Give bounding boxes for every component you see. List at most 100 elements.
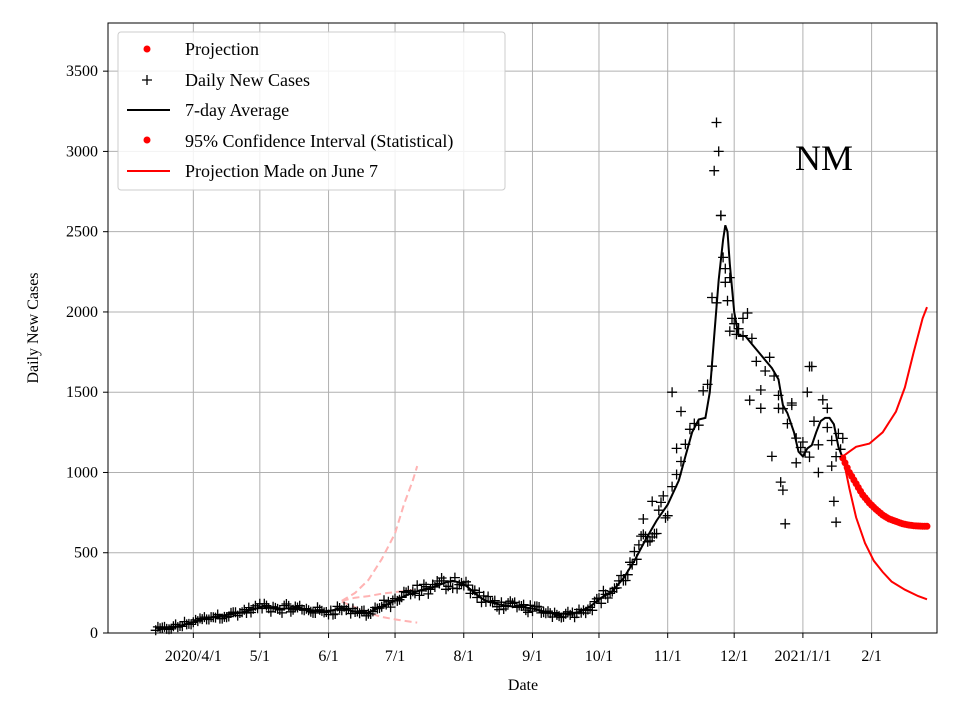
daily-case-marker [374, 603, 385, 614]
daily-case-marker [512, 602, 522, 613]
daily-case-marker [485, 596, 496, 607]
daily-case-marker [729, 318, 740, 329]
daily-case-marker [565, 609, 576, 620]
daily-case-marker [414, 590, 425, 601]
daily-case-marker [722, 295, 733, 306]
daily-case-marker [361, 610, 372, 621]
daily-case-marker [616, 570, 627, 581]
daily-case-marker [605, 588, 616, 599]
legend-box [117, 31, 506, 191]
y-tick-label: 0 [90, 625, 98, 642]
daily-case-marker [172, 622, 183, 633]
x-tick-label: 8/1 [454, 648, 474, 665]
y-tick-label: 1000 [66, 464, 98, 481]
daily-case-marker [791, 457, 802, 468]
daily-case-marker [243, 602, 254, 613]
legend-entry-confidence-interval: 95% Confidence Interval (Statistical) [143, 131, 453, 152]
daily-case-marker [658, 490, 669, 501]
daily-case-marker [638, 514, 649, 524]
daily-case-marker [671, 469, 682, 480]
plot-frame [107, 22, 938, 634]
x-tick-label: 9/1 [522, 648, 542, 665]
daily-case-marker [316, 605, 327, 616]
daily-case-marker [385, 602, 396, 613]
daily-case-marker [469, 585, 480, 596]
daily-case-marker [456, 577, 467, 588]
daily-case-marker [416, 585, 427, 596]
daily-case-marker [281, 599, 292, 609]
y-tick-label: 2500 [66, 224, 98, 241]
daily-case-marker [727, 313, 737, 324]
daily-case-marker [452, 583, 463, 594]
state-annotation: NM [795, 138, 853, 178]
legend: Projection Daily New Cases 7-day Average… [117, 31, 506, 191]
daily-case-marker [394, 594, 405, 605]
legend-entry-daily-new-cases: Daily New Cases [142, 70, 310, 90]
daily-case-marker [724, 326, 735, 337]
daily-case-marker [718, 252, 729, 263]
daily-case-marker [487, 597, 498, 608]
daily-case-marker [602, 593, 613, 603]
daily-case-marker [285, 606, 296, 617]
daily-case-marker [764, 352, 775, 363]
daily-case-marker [277, 607, 287, 618]
daily-case-marker [483, 591, 494, 602]
daily-case-marker [523, 607, 533, 618]
daily-case-marker [777, 403, 788, 414]
legend-label-daily-new-cases: Daily New Cases [185, 70, 310, 90]
daily-case-marker [667, 387, 678, 398]
y-tick-label: 3000 [66, 143, 98, 160]
daily-case-marker [272, 603, 283, 614]
daily-case-marker [698, 385, 709, 396]
daily-case-marker [742, 308, 753, 318]
daily-case-marker [715, 210, 726, 221]
x-tick-label: 11/1 [654, 648, 682, 665]
daily-case-marker [702, 379, 713, 390]
daily-case-marker [667, 481, 678, 492]
daily-case-marker [159, 621, 170, 632]
y-tick-label: 1500 [66, 384, 98, 401]
daily-case-marker [627, 559, 638, 570]
daily-case-marker [516, 601, 527, 611]
x-tick-label: 12/1 [720, 648, 748, 665]
daily-case-marker [751, 356, 762, 367]
daily-case-marker [596, 598, 607, 609]
daily-case-marker [780, 518, 791, 529]
daily-case-marker [707, 292, 717, 303]
daily-case-marker [345, 608, 356, 619]
daily-case-marker [622, 569, 633, 580]
daily-case-marker [410, 588, 420, 599]
daily-case-marker [760, 366, 771, 376]
daily-case-marker [383, 596, 394, 607]
y-tick-label: 500 [74, 545, 98, 562]
daily-case-marker [195, 613, 205, 624]
daily-case-marker [800, 447, 811, 457]
daily-case-marker [425, 584, 436, 595]
daily-case-marker [766, 451, 777, 462]
daily-case-marker [226, 607, 236, 618]
daily-case-marker [221, 612, 232, 623]
daily-case-marker [454, 579, 465, 590]
daily-case-marker [676, 406, 686, 417]
daily-case-marker [755, 403, 766, 414]
daily-case-marker [321, 607, 332, 617]
daily-case-marker [713, 146, 724, 157]
daily-case-marker [660, 512, 671, 523]
daily-case-marker [398, 586, 409, 597]
daily-case-marker [591, 593, 602, 604]
daily-case-marker [330, 609, 341, 619]
legend-marker-projection [143, 45, 151, 53]
daily-case-marker [489, 595, 500, 606]
daily-case-marker [680, 439, 691, 450]
daily-case-marker [795, 442, 806, 453]
daily-case-marker [396, 592, 407, 603]
x-tick-label: 2/1 [861, 648, 881, 665]
daily-case-marker [620, 575, 631, 586]
daily-case-marker [314, 604, 325, 615]
daily-case-marker [676, 456, 686, 467]
legend-label-7-day-average: 7-day Average [185, 100, 289, 120]
daily-case-marker [813, 467, 824, 478]
daily-case-marker [520, 605, 531, 616]
daily-case-marker [186, 619, 197, 630]
y-axis-label: Daily New Cases [25, 272, 42, 383]
